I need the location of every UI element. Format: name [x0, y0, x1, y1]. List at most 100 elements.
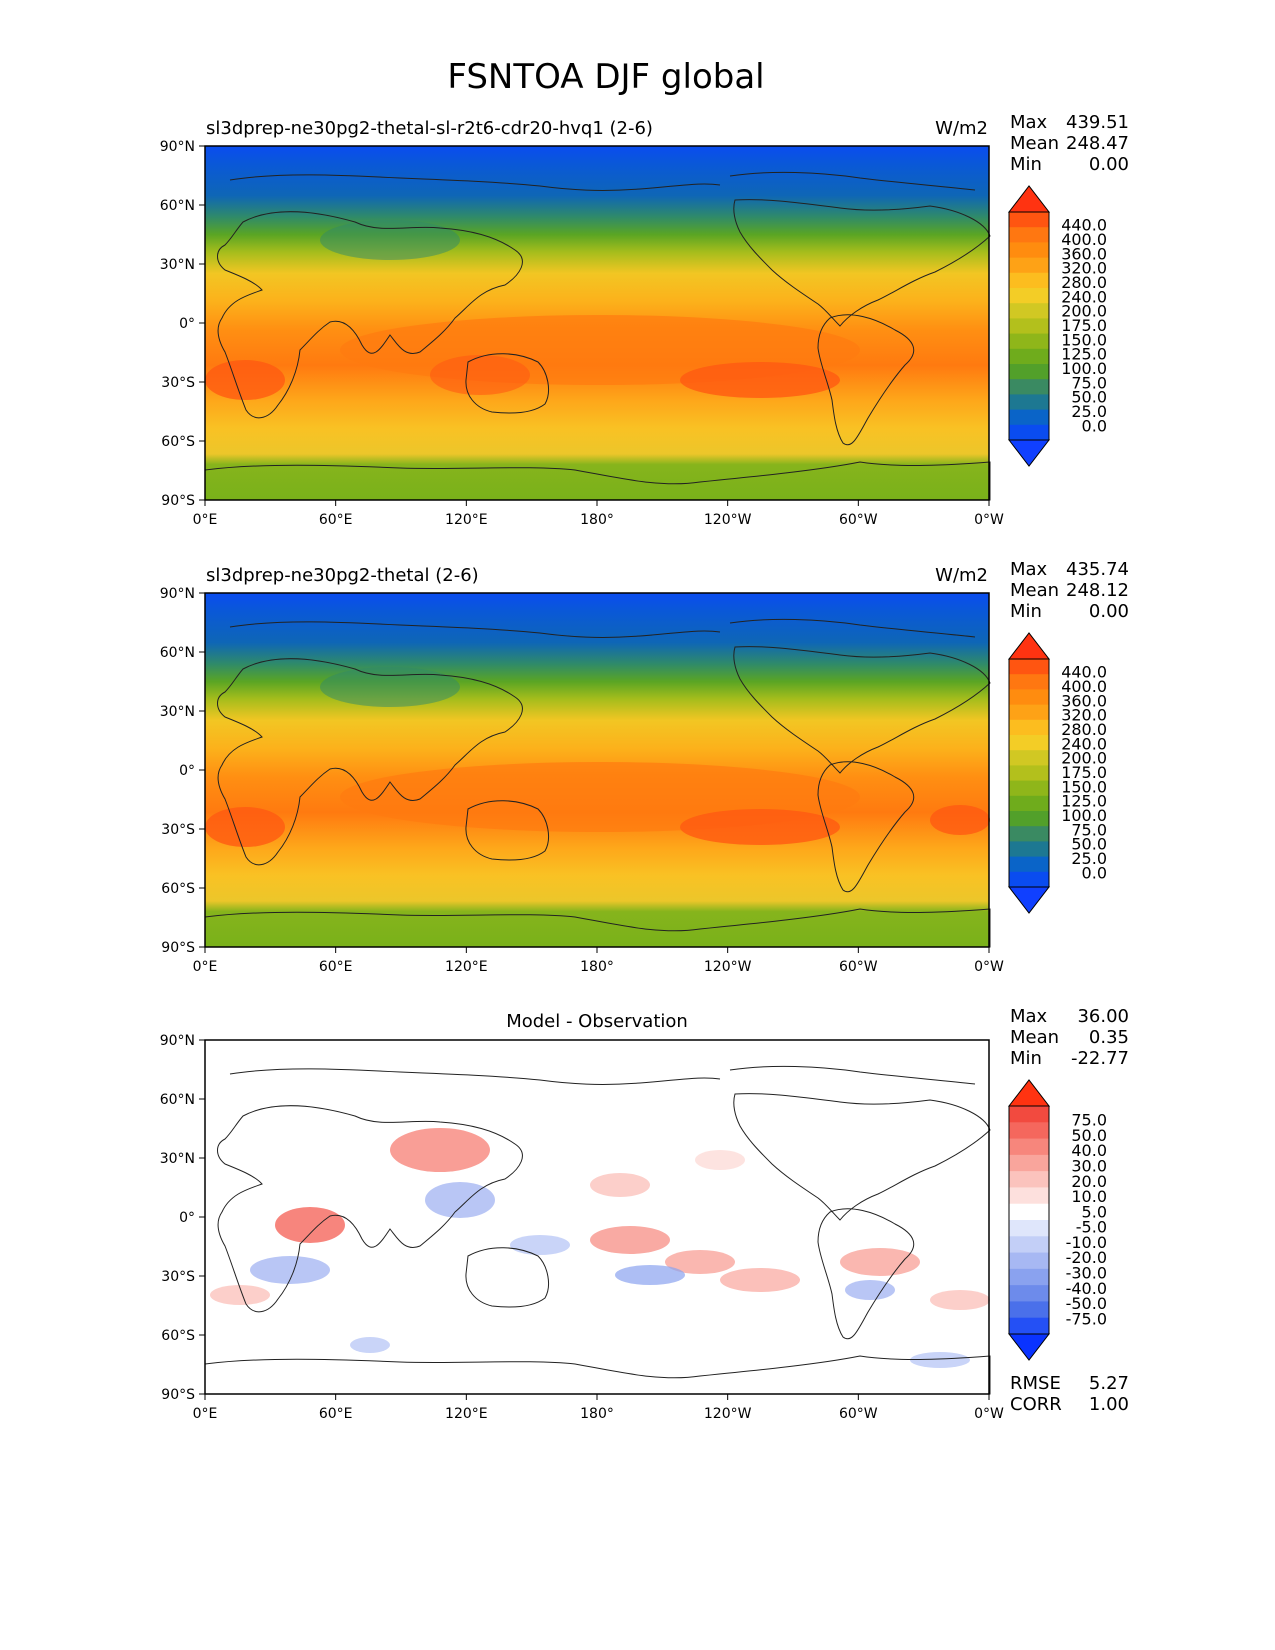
- colorbar: 75.050.040.030.020.010.05.0-5.0-10.0-20.…: [1007, 1079, 1107, 1361]
- anomaly-positive: [210, 1285, 270, 1305]
- stat-corr-value: 1.00: [1089, 1394, 1129, 1415]
- colorbar-label: 25.0: [1071, 849, 1107, 868]
- colorbar-label: -75.0: [1066, 1309, 1107, 1328]
- colorbar-label: 240.0: [1061, 734, 1107, 753]
- colorbar-extend-min: [1007, 439, 1051, 467]
- stat-rmse-value: 5.27: [1089, 1373, 1129, 1394]
- lon-tick-label: 180°: [580, 512, 614, 528]
- colorbar-segment: [1009, 750, 1049, 766]
- colorbar-segment: [1009, 841, 1049, 858]
- lon-tick-label: 180°: [580, 1406, 614, 1422]
- stat-mean-label: Mean: [1010, 133, 1059, 154]
- map-hot-patch: [205, 360, 285, 400]
- colorbar-label: 200.0: [1061, 302, 1107, 321]
- anomaly-negative: [910, 1352, 970, 1368]
- panel-title: sl3dprep-ne30pg2-thetal-sl-r2t6-cdr20-hv…: [206, 118, 653, 139]
- lat-tick-label: 0°: [179, 316, 195, 332]
- colorbar-segment: [1009, 348, 1049, 365]
- colorbar-label: -40.0: [1066, 1279, 1107, 1298]
- colorbar-segment: [1009, 780, 1049, 797]
- colorbar-label: 280.0: [1061, 273, 1107, 292]
- stat-mean-value: 248.12: [1066, 580, 1129, 601]
- colorbar-label: 5.0: [1082, 1202, 1107, 1221]
- colorbar-segment: [1009, 719, 1049, 736]
- colorbar-segment: [1009, 689, 1049, 706]
- lon-tick-label: 60°W: [839, 959, 878, 975]
- colorbar-label: 240.0: [1061, 287, 1107, 306]
- lon-tick-label: 120°W: [704, 959, 752, 975]
- colorbar-segment: [1009, 394, 1049, 411]
- anomaly-positive: [840, 1248, 920, 1276]
- colorbar-label: 200.0: [1061, 749, 1107, 768]
- colorbar: 440.0400.0360.0320.0280.0240.0200.0175.0…: [1007, 632, 1107, 914]
- colorbar-segment: [1009, 379, 1049, 395]
- colorbar-segment: [1009, 424, 1049, 441]
- colorbar-label: -50.0: [1066, 1294, 1107, 1313]
- stats-box: Max 36.00 Mean 0.35 Min -22.77 RMSE 5.27…: [1010, 1006, 1129, 1415]
- colorbar-segment: [1009, 303, 1049, 319]
- stat-max-label: Max: [1010, 1006, 1048, 1027]
- figure-title: FSNTOA DJF global: [447, 57, 764, 97]
- stat-mean-value: 0.35: [1089, 1027, 1129, 1048]
- colorbar-segment: [1009, 1154, 1049, 1172]
- colorbar-label: 50.0: [1071, 835, 1107, 854]
- colorbar-label: 50.0: [1071, 1126, 1107, 1145]
- colorbar-segment: [1009, 257, 1049, 274]
- colorbar-label: -20.0: [1066, 1248, 1107, 1267]
- anomaly-positive: [275, 1207, 345, 1243]
- stat-rmse-label: RMSE: [1010, 1373, 1061, 1394]
- stat-min-label: Min: [1010, 601, 1042, 622]
- colorbar-label: 440.0: [1061, 663, 1107, 682]
- panel-units: W/m2: [935, 118, 988, 139]
- stats-box: Max 439.51 Mean 248.47 Min 0.00: [1010, 112, 1129, 175]
- colorbar-label: 440.0: [1061, 216, 1107, 235]
- lat-tick-label: 60°N: [160, 645, 195, 661]
- map-panel-model-2: sl3dprep-ne30pg2-thetal (2-6) W/m2 90°N 6…: [160, 559, 1129, 975]
- stat-min-value: -22.77: [1071, 1048, 1129, 1069]
- colorbar-label: 400.0: [1061, 230, 1107, 249]
- stat-mean-label: Mean: [1010, 580, 1059, 601]
- longitude-axis: 0°E 60°E 120°E 180° 120°W 60°W 0°W: [193, 500, 1004, 528]
- anomaly-negative: [615, 1265, 685, 1285]
- colorbar-label: 75.0: [1071, 373, 1107, 392]
- colorbar-segment: [1009, 1203, 1049, 1221]
- colorbar-segment: [1009, 272, 1049, 289]
- lat-tick-label: 30°N: [160, 1151, 195, 1167]
- stat-max-label: Max: [1010, 112, 1048, 133]
- lon-tick-label: 120°E: [445, 512, 488, 528]
- colorbar-segment: [1009, 674, 1049, 690]
- colorbar-label: 50.0: [1071, 388, 1107, 407]
- colorbar-extend-max: [1007, 632, 1051, 660]
- colorbar-label: 100.0: [1061, 359, 1107, 378]
- colorbar-segment: [1009, 227, 1049, 243]
- colorbar-segment: [1009, 1138, 1049, 1156]
- map-hot-patch: [205, 807, 285, 847]
- colorbar-label: 40.0: [1071, 1141, 1107, 1160]
- colorbar-label: 320.0: [1061, 259, 1107, 278]
- lon-tick-label: 60°E: [319, 1406, 353, 1422]
- colorbar-label: 10.0: [1071, 1187, 1107, 1206]
- lon-tick-label: 60°W: [839, 1406, 878, 1422]
- map-hot-patch: [680, 809, 840, 845]
- lat-tick-label: 90°N: [160, 1033, 195, 1049]
- colorbar-segment: [1009, 704, 1049, 721]
- anomaly-positive: [930, 1290, 990, 1310]
- colorbar-segment: [1009, 1171, 1049, 1188]
- colorbar-segment: [1009, 1285, 1049, 1302]
- colorbar-segment: [1009, 1187, 1049, 1205]
- colorbar-label: 360.0: [1061, 691, 1107, 710]
- colorbar-segment: [1009, 659, 1049, 675]
- colorbar-segment: [1009, 871, 1049, 888]
- latitude-axis: 90°N 60°N 30°N 0° 30°S 60°S 90°S: [160, 586, 205, 956]
- lat-tick-label: 90°S: [161, 1387, 195, 1403]
- colorbar-extend-min: [1007, 886, 1051, 914]
- lon-tick-label: 120°W: [704, 1406, 752, 1422]
- colorbar-segment: [1009, 1220, 1049, 1237]
- stat-max-value: 36.00: [1077, 1006, 1129, 1027]
- latitude-axis: 90°N 60°N 30°N 0° 30°S 60°S 90°S: [160, 1033, 205, 1403]
- stat-mean-value: 248.47: [1066, 133, 1129, 154]
- colorbar-segment: [1009, 1106, 1049, 1123]
- lon-tick-label: 0°E: [193, 1406, 218, 1422]
- colorbar-label: -30.0: [1066, 1263, 1107, 1282]
- colorbar-extend-max: [1007, 185, 1051, 213]
